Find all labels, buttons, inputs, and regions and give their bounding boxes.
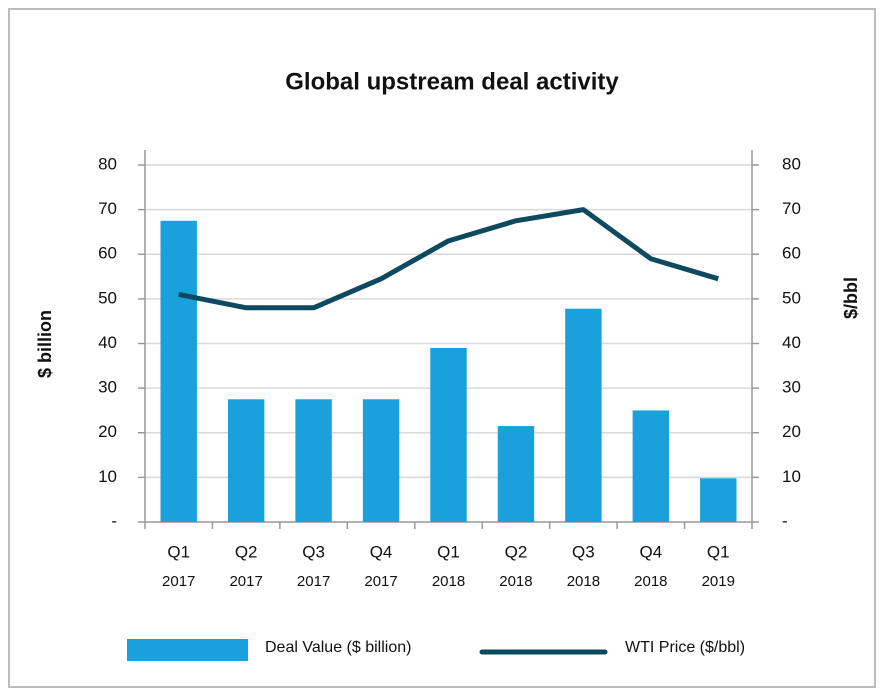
bar [227, 399, 265, 522]
y-tick-label: 20 [98, 422, 117, 441]
y2-tick-label: 30 [782, 378, 801, 397]
bar [565, 308, 602, 522]
bar [160, 220, 197, 522]
x-tick-label: 2018 [634, 573, 667, 590]
y-tick-label: 30 [98, 378, 117, 397]
y-tick-label: 50 [98, 288, 117, 307]
y-tick-label: 60 [98, 244, 117, 263]
x-tick-label: 2019 [702, 573, 735, 590]
y2-tick-label: 80 [782, 154, 801, 173]
x-tick-label: Q2 [235, 542, 258, 561]
legend-label: Deal Value ($ billion) [265, 639, 411, 656]
x-tick-label: Q1 [437, 542, 460, 561]
bar [700, 478, 737, 522]
y2-tick-label: 40 [782, 333, 801, 352]
y-tick-label: 10 [98, 467, 117, 486]
y2-axis-label: $/bbl [841, 277, 861, 319]
x-tick-label: Q4 [370, 542, 393, 561]
x-tick-label: Q1 [707, 542, 730, 561]
x-tick-label: 2017 [297, 573, 330, 590]
x-tick-label: Q1 [167, 542, 190, 561]
bar [295, 399, 332, 522]
y2-tick-label: 20 [782, 422, 801, 441]
x-tick-label: 2018 [499, 573, 532, 590]
bar [497, 426, 535, 522]
x-tick-label: Q3 [302, 542, 325, 561]
x-tick-label: 2017 [364, 573, 397, 590]
y-tick-label: 70 [98, 199, 117, 218]
x-tick-label: Q3 [572, 542, 595, 561]
x-tick-label: Q2 [505, 542, 528, 561]
y-axis-label: $ billion [35, 310, 55, 378]
x-tick-label: 2018 [567, 573, 600, 590]
y2-tick-label: 10 [782, 467, 801, 486]
x-tick-label: 2017 [229, 573, 262, 590]
y-tick-label: - [111, 511, 117, 530]
bar [632, 410, 670, 522]
y2-tick-label: 60 [782, 244, 801, 263]
chart-title: Global upstream deal activity [285, 68, 619, 95]
y2-tick-label: 70 [782, 199, 801, 218]
x-tick-label: 2018 [432, 573, 465, 590]
y2-tick-label: - [782, 511, 788, 530]
x-tick-label: Q4 [639, 542, 662, 561]
legend-swatch [127, 639, 248, 661]
y-tick-label: 80 [98, 154, 117, 173]
bar [430, 347, 467, 522]
y-tick-label: 40 [98, 333, 117, 352]
line [178, 207, 719, 311]
legend-label: WTI Price ($/bbl) [625, 639, 745, 656]
y2-tick-label: 50 [782, 288, 801, 307]
bar [362, 399, 400, 522]
x-tick-label: 2017 [162, 573, 195, 590]
